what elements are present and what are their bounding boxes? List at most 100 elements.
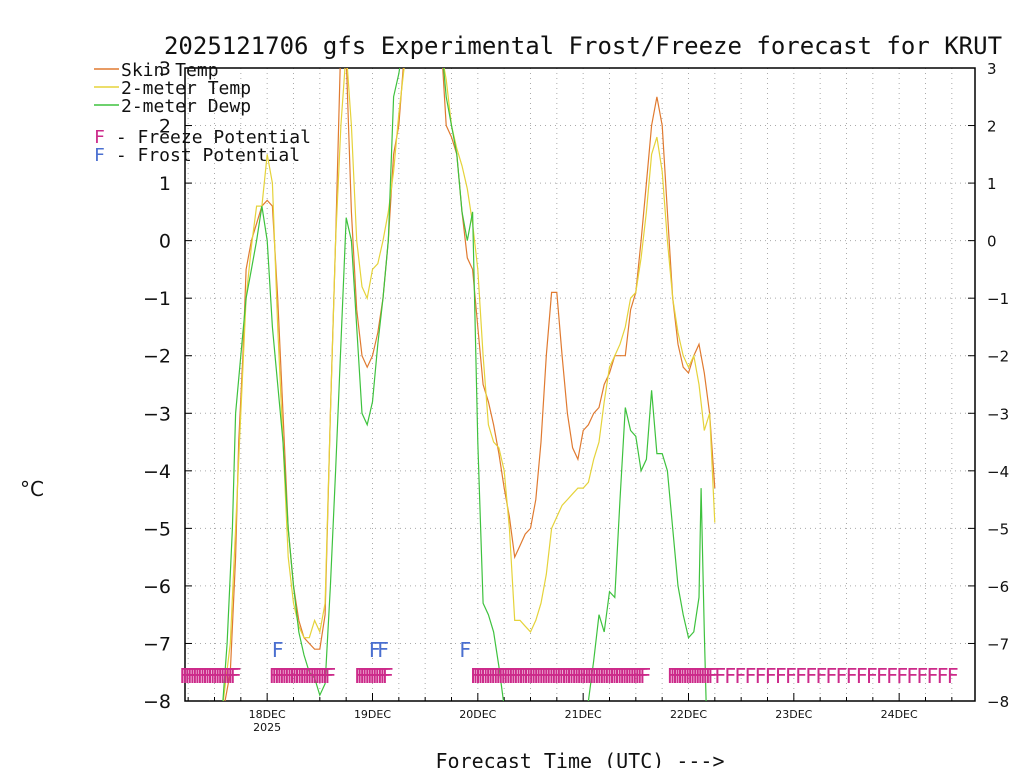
series-lines bbox=[209, 68, 716, 701]
freeze-potential-mark: F bbox=[916, 664, 928, 688]
freeze-potential-mark: F bbox=[495, 664, 507, 688]
freeze-potential-mark: F bbox=[227, 664, 239, 688]
freeze-potential-mark: F bbox=[189, 664, 201, 688]
freeze-potential-mark: F bbox=[291, 664, 303, 688]
freeze-potential-mark: F bbox=[684, 664, 696, 688]
freeze-potential-mark: F bbox=[230, 664, 242, 688]
freeze-potential-mark: F bbox=[192, 664, 204, 688]
legend-freeze-label: - Freeze Potential bbox=[105, 127, 311, 148]
freeze-potential-mark: F bbox=[886, 664, 898, 688]
freeze-potential-mark: F bbox=[896, 664, 908, 688]
freeze-potential-mark: F bbox=[182, 664, 194, 688]
y-tick-label-left: −2 bbox=[143, 346, 171, 368]
freeze-potential-mark: F bbox=[296, 664, 308, 688]
freeze-potential-mark: F bbox=[199, 664, 211, 688]
frost-potential-mark: F bbox=[459, 638, 471, 662]
freeze-potential-mark: F bbox=[563, 664, 575, 688]
freeze-potential-mark: F bbox=[294, 664, 306, 688]
freeze-potential-mark: F bbox=[697, 664, 709, 688]
left-y-tick-labels: −8 −7 −6 −5 −4 −3 −2 −1 0 1 2 3 bbox=[143, 58, 171, 713]
y-tick-label-right: −1 bbox=[987, 290, 1009, 308]
freeze-potential-mark: F bbox=[374, 664, 386, 688]
freeze-potential-mark: F bbox=[599, 664, 611, 688]
freeze-potential-mark: F bbox=[626, 664, 638, 688]
freeze-potential-mark: F bbox=[679, 664, 691, 688]
y-tick-label-right: −6 bbox=[987, 578, 1009, 596]
freeze-potential-mark: F bbox=[551, 664, 563, 688]
freeze-potential-mark: F bbox=[359, 664, 371, 688]
freeze-potential-mark: F bbox=[707, 664, 719, 688]
freeze-potential-mark: F bbox=[926, 664, 938, 688]
y-axis-label: °C bbox=[20, 477, 44, 501]
series-line-2-meter-dewp bbox=[222, 68, 707, 701]
freeze-potential-mark: F bbox=[775, 664, 787, 688]
freeze-potential-mark: F bbox=[937, 664, 949, 688]
freeze-potential-mark: F bbox=[224, 664, 236, 688]
plot-frame bbox=[184, 67, 976, 702]
freeze-potential-mark: F bbox=[614, 664, 626, 688]
y-tick-label-left: −6 bbox=[143, 576, 171, 598]
freeze-potential-mark: F bbox=[498, 664, 510, 688]
freeze-potential-mark: F bbox=[533, 664, 545, 688]
freeze-potential-mark: F bbox=[269, 664, 281, 688]
freeze-potential-mark: F bbox=[566, 664, 578, 688]
y-tick-label-right: 3 bbox=[987, 60, 997, 78]
freeze-potential-mark: F bbox=[677, 664, 689, 688]
freeze-potential-mark: F bbox=[284, 664, 296, 688]
freeze-potential-mark: F bbox=[596, 664, 608, 688]
freeze-potential-mark: F bbox=[518, 664, 530, 688]
freeze-potential-mark: F bbox=[513, 664, 525, 688]
freeze-potential-mark: F bbox=[301, 664, 313, 688]
freeze-potential-mark: F bbox=[556, 664, 568, 688]
freeze-potential-mark: F bbox=[591, 664, 603, 688]
freeze-potential-mark: F bbox=[692, 664, 704, 688]
x-tick-label-20dec: 20DEC bbox=[459, 708, 496, 721]
freeze-potential-mark: F bbox=[601, 664, 613, 688]
freeze-potential-mark: F bbox=[361, 664, 373, 688]
freeze-potential-mark: F bbox=[573, 664, 585, 688]
y-tick-label-left: −3 bbox=[143, 403, 171, 425]
freeze-potential-mark: F bbox=[304, 664, 316, 688]
freeze-potential-mark: F bbox=[621, 664, 633, 688]
legend-label-2m-temp: 2-meter Temp bbox=[121, 78, 251, 99]
freeze-potential-mark: F bbox=[714, 664, 726, 688]
freeze-potential-mark: F bbox=[724, 664, 736, 688]
freeze-potential-mark: F bbox=[535, 664, 547, 688]
freeze-potential-mark: F bbox=[586, 664, 598, 688]
x-tick-label-22dec: 22DEC bbox=[670, 708, 707, 721]
freeze-potential-mark: F bbox=[212, 664, 224, 688]
frost-potential-mark: F bbox=[377, 638, 389, 662]
freeze-potential-mark: F bbox=[289, 664, 301, 688]
freeze-potential-mark: F bbox=[755, 664, 767, 688]
x-tick-label-24dec: 24DEC bbox=[881, 708, 918, 721]
freeze-potential-mark: F bbox=[694, 664, 706, 688]
y-tick-label-left: −4 bbox=[143, 461, 171, 483]
freeze-potential-mark: F bbox=[382, 664, 394, 688]
freeze-potential-mark: F bbox=[523, 664, 535, 688]
freeze-potential-mark: F bbox=[217, 664, 229, 688]
freeze-potential-mark: F bbox=[856, 664, 868, 688]
freeze-potential-mark: F bbox=[197, 664, 209, 688]
freeze-potential-mark: F bbox=[204, 664, 216, 688]
y-tick-label-left: 3 bbox=[159, 58, 171, 80]
freeze-potential-mark: F bbox=[492, 664, 504, 688]
freeze-potential-mark: F bbox=[324, 664, 336, 688]
freeze-potential-mark: F bbox=[581, 664, 593, 688]
freeze-potential-mark: F bbox=[281, 664, 293, 688]
freeze-potential-mark: F bbox=[702, 664, 714, 688]
legend-freeze-symbol: F bbox=[94, 127, 105, 148]
freeze-potential-mark: F bbox=[629, 664, 641, 688]
x-tick-label-23dec: 23DEC bbox=[775, 708, 812, 721]
freeze-potential-mark: F bbox=[480, 664, 492, 688]
freeze-potential-mark: F bbox=[846, 664, 858, 688]
freeze-potential-mark: F bbox=[525, 664, 537, 688]
freeze-potential-mark: F bbox=[490, 664, 502, 688]
freeze-potential-mark: F bbox=[825, 664, 837, 688]
y-tick-label-right: −7 bbox=[987, 635, 1009, 653]
freeze-potential-mark: F bbox=[805, 664, 817, 688]
freeze-potential-mark: F bbox=[500, 664, 512, 688]
freeze-potential-mark: F bbox=[835, 664, 847, 688]
